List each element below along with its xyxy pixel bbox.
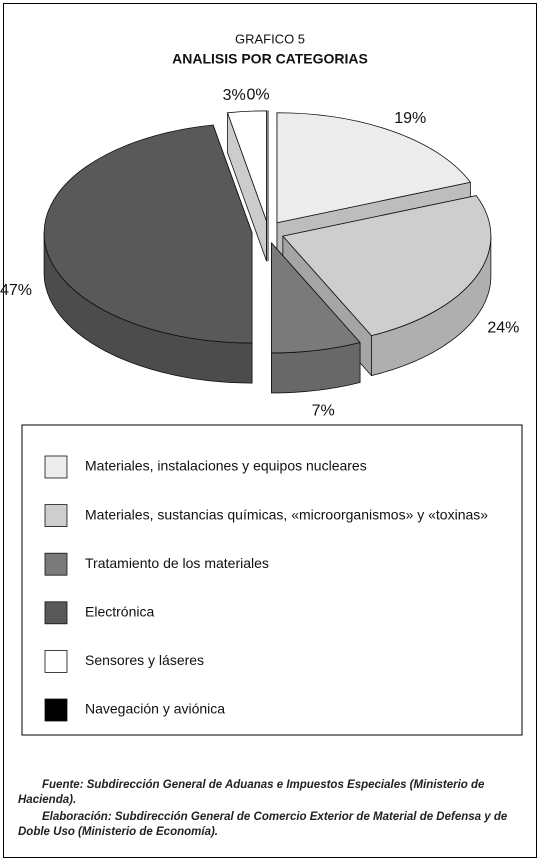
chart-title: GRAFICO 5 <box>235 31 305 46</box>
note: Fuente: Subdirección General de Aduanas … <box>18 779 485 806</box>
legend-label: Materiales, sustancias químicas, «microo… <box>85 506 488 522</box>
slice <box>271 242 361 354</box>
legend-swatch <box>44 698 68 722</box>
legend-label: Electrónica <box>85 604 154 620</box>
legend-swatch <box>44 650 68 673</box>
slice <box>276 112 471 224</box>
frame <box>3 3 537 858</box>
legend-label: Tratamiento de los materiales <box>85 555 269 571</box>
data-label: 24% <box>487 320 519 337</box>
legend-swatch <box>44 552 68 576</box>
slice <box>43 124 253 344</box>
data-label: 7% <box>312 403 335 420</box>
note: Elaboración: Subdirección General de Com… <box>18 811 508 838</box>
chart: GRAFICO 5 ANALISIS POR CATEGORIAS 19% 24%… <box>0 31 523 736</box>
legend-swatch <box>44 601 68 625</box>
data-label: 19% <box>394 110 426 127</box>
legend-label: Navegación y aviónica <box>85 701 225 717</box>
data-label: 0% <box>246 87 269 104</box>
slice <box>282 195 492 337</box>
data-label: 47% <box>0 282 32 299</box>
legend-label: Sensores y láseres <box>85 652 204 668</box>
legend-swatch <box>44 455 68 479</box>
notes: Fuente: Subdirección General de Aduanas … <box>18 778 524 842</box>
legend-label: Materiales, instalaciones y equipos nucl… <box>85 458 367 474</box>
slice <box>227 110 267 222</box>
data-label: 3% <box>223 87 246 104</box>
chart-subtitle: ANALISIS POR CATEGORIAS <box>172 51 368 67</box>
legend-box <box>21 424 523 736</box>
legend-swatch <box>44 504 68 528</box>
